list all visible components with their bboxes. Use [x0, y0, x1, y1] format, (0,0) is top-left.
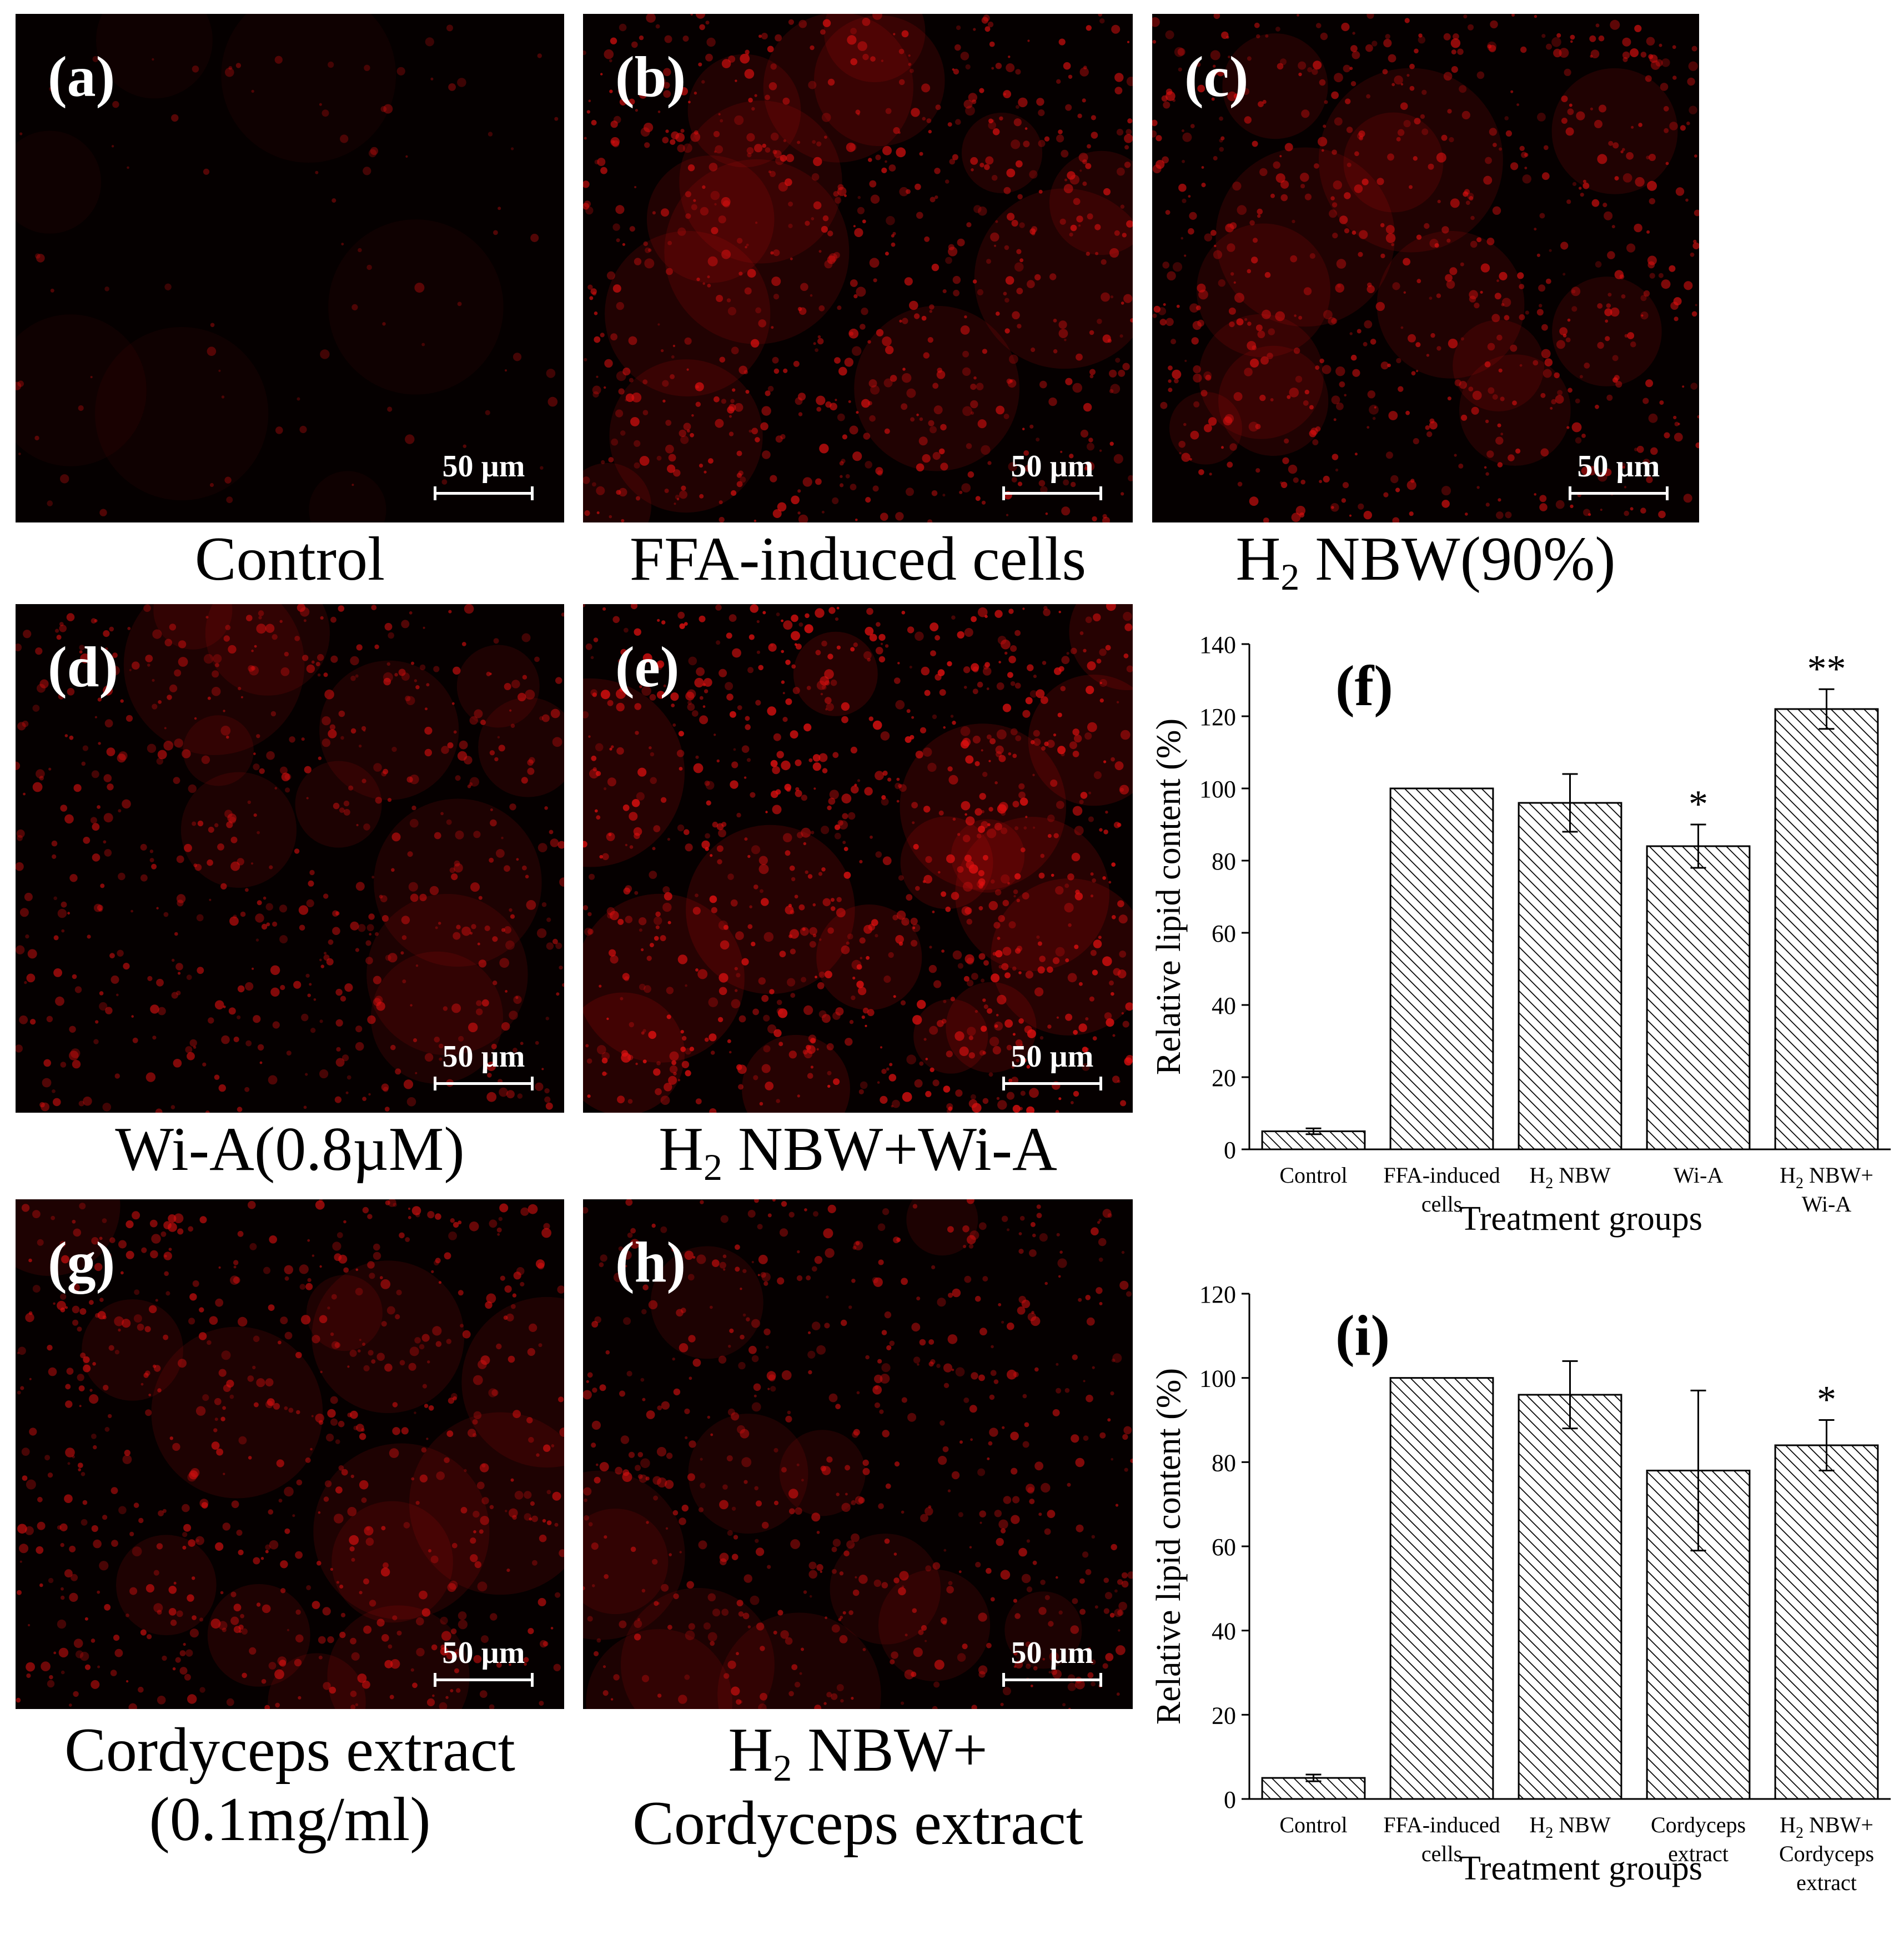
caption-g: Cordyceps extract (0.1mg/ml): [64, 1716, 515, 1854]
scale-text-b: 50 µm: [1011, 449, 1094, 484]
scale-bar-c: 50 µm: [1569, 449, 1669, 500]
x-tick-label: Cordyceps: [1651, 1812, 1746, 1837]
caption-d: Wi-A(0.8µM): [115, 1115, 465, 1184]
micrograph-e: (e) 50 µm: [583, 604, 1133, 1113]
x-tick-label: H2 NBW: [1529, 1163, 1610, 1192]
significance-mark: *: [1689, 783, 1708, 826]
y-tick-label: 120: [1199, 703, 1236, 731]
x-tick-label: FFA-induced: [1383, 1163, 1500, 1188]
micrograph-c: (c) 50 µm: [1152, 14, 1699, 522]
y-axis-label: Relative lipid content (%): [1150, 718, 1188, 1075]
micrograph-h: (h) 50 µm: [583, 1199, 1133, 1709]
caption-h: H2 NBW+ Cordyceps extract: [632, 1716, 1083, 1858]
x-tick-label: H2 NBW+: [1780, 1812, 1873, 1842]
y-tick-label: 0: [1224, 1137, 1236, 1164]
scale-bar-g: 50 µm: [434, 1636, 534, 1687]
x-tick-label: H2 NBW+: [1780, 1163, 1873, 1192]
caption-b: FFA-induced cells: [629, 525, 1087, 594]
bar: [1389, 1377, 1494, 1800]
panel-label-c: (c): [1184, 45, 1249, 109]
micrograph-d: (d) 50 µm: [16, 604, 564, 1113]
panel-label-e: (e): [615, 635, 680, 699]
y-tick-label: 60: [1212, 1534, 1236, 1561]
chart-panel-label: (i): [1335, 1304, 1390, 1368]
y-tick-label: 40: [1212, 1618, 1236, 1645]
x-tick-label: Cordyceps: [1779, 1841, 1874, 1866]
bar: [1774, 1444, 1879, 1800]
x-tick-label: cells: [1421, 1192, 1462, 1217]
y-tick-label: 80: [1212, 1449, 1236, 1476]
significance-mark: *: [1817, 1379, 1836, 1421]
bar: [1646, 845, 1751, 1150]
y-tick-label: 60: [1212, 920, 1236, 947]
y-tick-label: 100: [1199, 776, 1236, 803]
panel-label-d: (d): [48, 635, 119, 699]
scale-bar-d: 50 µm: [434, 1039, 534, 1090]
fluorescence-c: [1152, 14, 1699, 522]
scale-bar-a: 50 µm: [434, 449, 534, 500]
significance-mark: **: [1807, 647, 1846, 690]
scale-bar-b: 50 µm: [1002, 449, 1102, 500]
caption-e: H2 NBW+Wi-A: [659, 1115, 1057, 1188]
chart-panel-label: (f): [1335, 654, 1393, 718]
scale-text-d: 50 µm: [442, 1039, 525, 1074]
y-tick-label: 40: [1212, 992, 1236, 1019]
fluorescence-g: [16, 1199, 564, 1709]
fluorescence-a: [16, 14, 559, 522]
fluorescence-d: [16, 604, 564, 1113]
x-tick-label: extract: [1668, 1841, 1729, 1866]
x-tick-label: FFA-induced: [1383, 1812, 1500, 1837]
fluorescence-b: [583, 14, 1133, 522]
micrograph-g: (g) 50 µm: [16, 1199, 564, 1709]
panel-label-h: (h): [615, 1230, 686, 1294]
y-tick-label: 20: [1212, 1064, 1236, 1092]
chart-svg-f: 0 20 40 60 80 100 120 140 Relative lipid content…: [1150, 631, 1891, 1238]
bar: [1518, 1394, 1622, 1800]
y-axis-label: Relative lipid content (%): [1150, 1368, 1188, 1725]
x-tick-label: H2 NBW: [1529, 1812, 1610, 1842]
x-tick-label: extract: [1796, 1870, 1857, 1895]
scale-text-h: 50 µm: [1011, 1636, 1094, 1670]
x-tick-label: Wi-A: [1674, 1163, 1724, 1188]
y-tick-label: 120: [1199, 1281, 1236, 1308]
x-axis-label: Treatment groups: [1460, 1200, 1702, 1238]
bar: [1389, 787, 1494, 1150]
fluorescence-h: [583, 1199, 1133, 1709]
panel-label-b: (b): [615, 45, 686, 109]
scale-bar-h: 50 µm: [1002, 1636, 1102, 1687]
caption-c: H2 NBW(90%): [1235, 525, 1616, 598]
bar: [1518, 802, 1622, 1150]
y-tick-label: 20: [1212, 1702, 1236, 1729]
bar-chart-i: 0 20 40 60 80 100 120 Relative lipid content (%…: [1138, 1271, 1899, 1932]
y-tick-label: 140: [1199, 631, 1236, 659]
panel-label-a: (a): [48, 45, 115, 109]
x-axis-label: Treatment groups: [1460, 1849, 1702, 1887]
x-tick-label: Control: [1279, 1812, 1347, 1837]
x-tick-label: cells: [1421, 1841, 1462, 1866]
chart-svg-i: 0 20 40 60 80 100 120 Relative lipid content (%…: [1150, 1281, 1891, 1895]
y-tick-label: 80: [1212, 848, 1236, 875]
bar: [1774, 708, 1879, 1150]
micrograph-b: (b) 50 µm: [583, 14, 1133, 522]
x-tick-label: Wi-A: [1802, 1192, 1852, 1217]
y-tick-label: 100: [1199, 1365, 1236, 1393]
y-tick-label: 0: [1224, 1786, 1236, 1813]
scale-text-e: 50 µm: [1011, 1039, 1094, 1074]
panel-label-g: (g): [48, 1230, 115, 1294]
scale-text-g: 50 µm: [442, 1636, 525, 1670]
bar-chart-f: 0 20 40 60 80 100 120 140 Relative lipid content…: [1138, 622, 1899, 1271]
fluorescence-e: [583, 604, 1133, 1113]
micrograph-a: (a) 50 µm: [16, 14, 564, 522]
scale-bar-e: 50 µm: [1002, 1039, 1102, 1090]
x-tick-label: Control: [1279, 1163, 1347, 1188]
caption-a: Control: [194, 525, 385, 594]
scale-text-c: 50 µm: [1577, 449, 1660, 484]
scale-text-a: 50 µm: [442, 449, 525, 484]
